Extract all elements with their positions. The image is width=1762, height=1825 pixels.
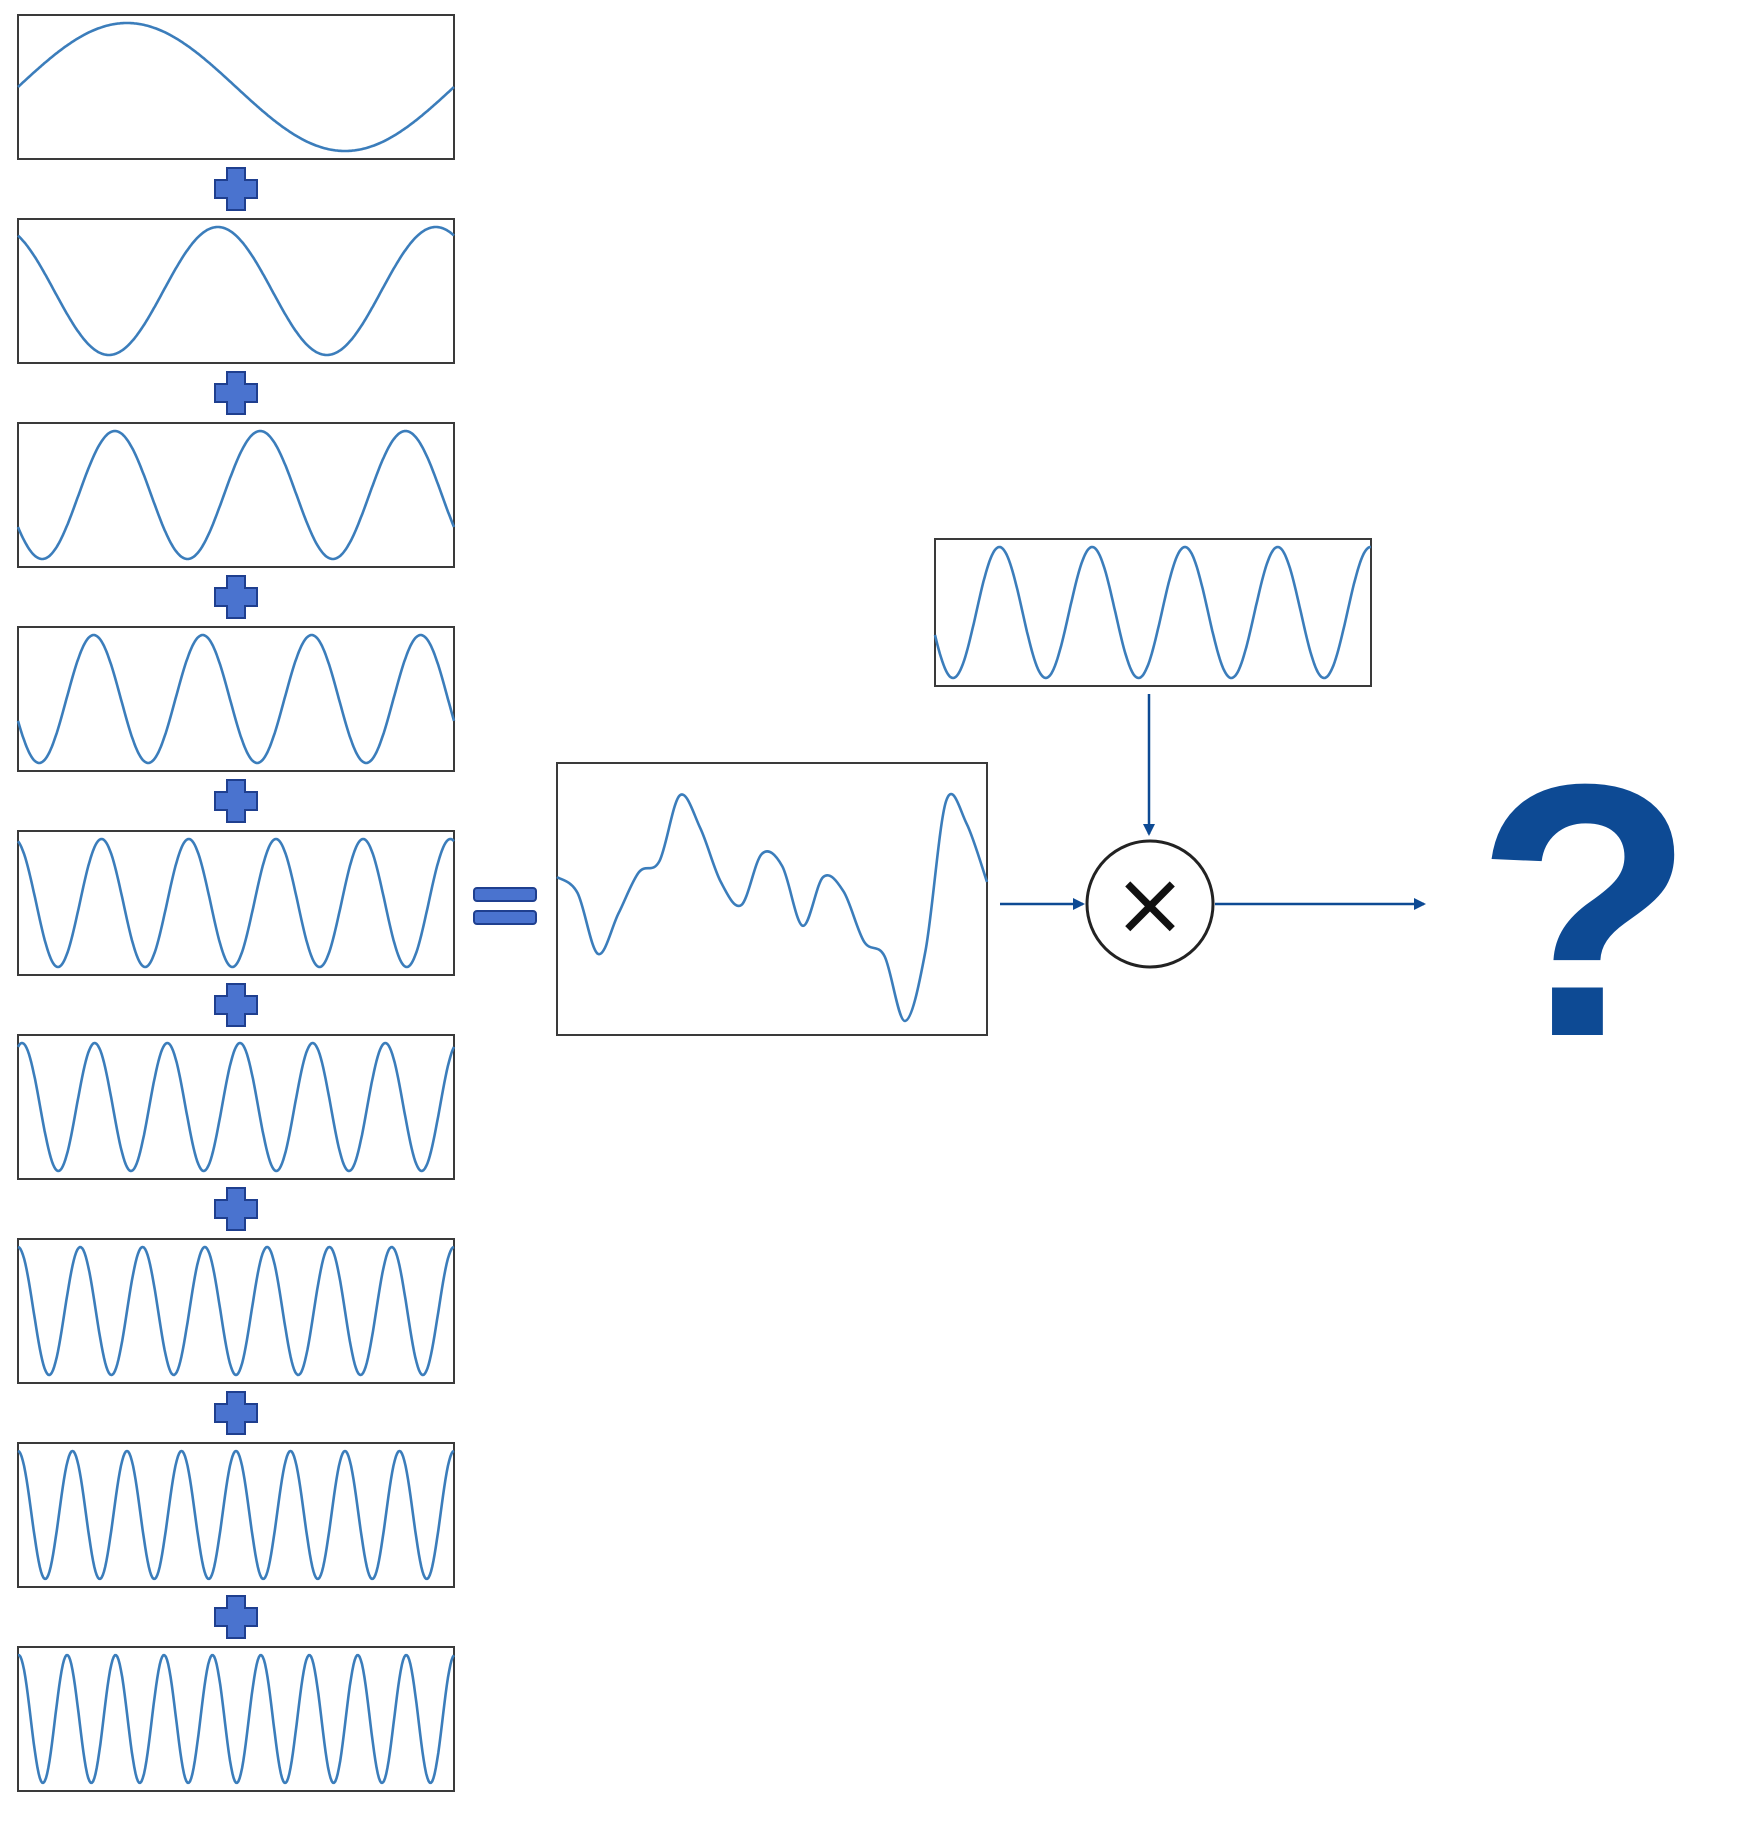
plus-sign bbox=[214, 371, 258, 415]
plus-sign bbox=[214, 575, 258, 619]
component-wave bbox=[17, 21, 455, 153]
component-wave bbox=[17, 1245, 455, 1377]
component-wave-panel bbox=[16, 830, 455, 976]
component-wave-panel bbox=[16, 422, 456, 568]
component-wave-panel bbox=[17, 14, 455, 160]
reference-wave-panel bbox=[933, 538, 1372, 687]
plus-sign bbox=[214, 167, 258, 211]
component-wave-panel bbox=[17, 1646, 456, 1792]
plus-signs bbox=[214, 167, 258, 1639]
component-wave-panel bbox=[17, 1442, 455, 1588]
component-wave bbox=[17, 225, 455, 357]
component-wave bbox=[16, 429, 456, 561]
summed-wave bbox=[556, 792, 989, 1023]
component-wave-panel bbox=[16, 1034, 456, 1180]
plus-sign bbox=[214, 779, 258, 823]
component-wave-panel bbox=[17, 1238, 455, 1384]
component-wave bbox=[17, 1653, 456, 1785]
plus-sign bbox=[214, 1391, 258, 1435]
plus-sign bbox=[214, 983, 258, 1027]
plus-sign bbox=[214, 1187, 258, 1231]
component-wave-panel bbox=[17, 218, 455, 364]
component-wave bbox=[16, 837, 455, 969]
equals-sign: = bbox=[473, 887, 537, 925]
component-wave bbox=[16, 633, 456, 765]
reference-wave bbox=[933, 545, 1372, 680]
summed-wave-panel bbox=[556, 762, 989, 1036]
question-mark: ? bbox=[1475, 710, 1695, 1112]
plus-sign bbox=[214, 1595, 258, 1639]
component-wave-panel bbox=[16, 626, 456, 772]
multiplier-node: × bbox=[1085, 839, 1215, 969]
multiply-icon: × bbox=[1113, 852, 1187, 955]
component-wave bbox=[16, 1041, 456, 1173]
component-wave bbox=[17, 1449, 455, 1581]
component-wave-stack bbox=[16, 14, 456, 1792]
